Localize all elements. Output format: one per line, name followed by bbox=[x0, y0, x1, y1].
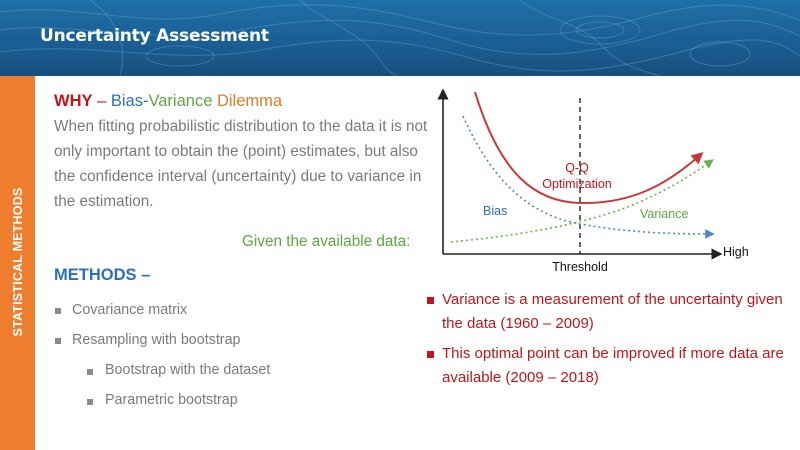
x-axis-end-label: High bbox=[723, 245, 749, 259]
heading-hyphen: - bbox=[142, 92, 149, 110]
bullet-square-icon bbox=[87, 399, 93, 405]
method-subitem: Bootstrap with the dataset bbox=[105, 362, 271, 378]
topographic-pattern bbox=[0, 0, 800, 76]
sidebar-section-label: STATISTICAL METHODS bbox=[11, 187, 25, 337]
bullet-square-icon bbox=[427, 297, 434, 304]
bias-variance-diagram: Q-Q Optimization Bias Variance High Thre… bbox=[437, 88, 749, 274]
bias-curve bbox=[462, 115, 715, 239]
why-heading: WHY – Bias-Variance Dilemma bbox=[54, 92, 282, 111]
bullet-square-icon bbox=[55, 308, 61, 314]
variance-label: Variance bbox=[640, 207, 688, 221]
optimum-label-line1: Q-Q bbox=[565, 161, 589, 175]
method-item: Resampling with bootstrap bbox=[72, 332, 241, 348]
bias-word: Bias bbox=[110, 92, 143, 110]
total-error-curve bbox=[474, 91, 704, 205]
header-banner: Uncertainty Assessment bbox=[0, 0, 800, 76]
note-variance: Variance is a measurement of the uncerta… bbox=[442, 291, 783, 332]
page-title: Uncertainty Assessment bbox=[40, 26, 269, 46]
variance-curve bbox=[450, 159, 714, 243]
method-item: Covariance matrix bbox=[72, 302, 188, 318]
why-body-text: When fitting probabilistic distribution … bbox=[54, 118, 428, 210]
threshold-label: Threshold bbox=[552, 260, 608, 274]
optimum-label-line2: Optimization bbox=[542, 177, 612, 191]
variance-word: Variance bbox=[148, 92, 213, 110]
bullet-square-icon bbox=[55, 338, 61, 344]
sidebar-strip bbox=[0, 76, 35, 450]
bullet-square-icon bbox=[427, 351, 434, 358]
method-subitem: Parametric bootstrap bbox=[105, 392, 238, 408]
dilemma-word: Dilemma bbox=[212, 92, 283, 110]
bullet-square-icon bbox=[87, 369, 93, 375]
why-dash: – bbox=[92, 92, 111, 110]
methods-heading: METHODS – bbox=[54, 266, 151, 284]
bias-label: Bias bbox=[483, 204, 507, 218]
note-optimal-point: This optimal point can be improved if mo… bbox=[442, 345, 784, 386]
given-data-text: Given the available data: bbox=[242, 233, 411, 250]
why-word: WHY bbox=[54, 92, 93, 110]
